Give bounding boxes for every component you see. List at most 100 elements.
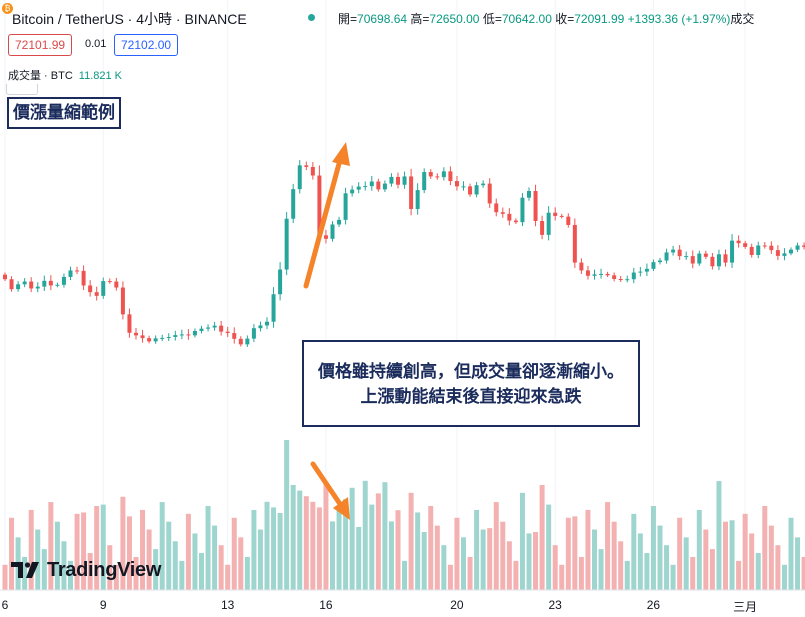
candle-body: [566, 216, 571, 225]
candle-body: [710, 256, 715, 267]
candle-body: [114, 281, 119, 288]
volume-bar: [703, 529, 709, 590]
volume-bar: [467, 556, 473, 590]
volume-bar: [323, 482, 329, 590]
candle-body: [88, 285, 93, 293]
candle-body: [775, 250, 780, 256]
volume-bar: [68, 560, 73, 590]
candle-body: [579, 262, 584, 271]
candle-body: [684, 256, 689, 258]
candle-body: [500, 212, 505, 214]
tradingview-logo: TradingView: [11, 557, 161, 583]
bitcoin-icon[interactable]: ₿: [2, 3, 13, 14]
candle-body: [68, 270, 73, 277]
price-up-arrow-shaft: [303, 157, 343, 289]
volume-bar: [310, 501, 316, 590]
high-value: 72650.00: [429, 12, 480, 26]
volume-bar: [349, 487, 355, 590]
volume-bar: [126, 516, 132, 590]
volume-bar: [81, 512, 87, 590]
volume-bar: [402, 560, 408, 590]
volume-bar: [146, 529, 152, 590]
volume-bar: [428, 506, 434, 590]
candle-body: [658, 260, 662, 263]
candle-body: [389, 176, 394, 184]
volume-bar: [624, 560, 630, 590]
buy-price-button[interactable]: 72102.00: [114, 34, 179, 56]
volume-bar: [552, 545, 558, 590]
volume-bar: [696, 509, 702, 590]
volume-bar: [775, 545, 781, 590]
candle-body: [749, 246, 754, 255]
candle-body: [323, 235, 328, 239]
low-key: 低=: [479, 12, 502, 26]
candle-body: [599, 273, 604, 275]
candle-body: [297, 165, 302, 190]
candle-body: [625, 279, 630, 281]
candle-body: [572, 224, 577, 263]
candle-body: [671, 249, 676, 253]
candle-body: [553, 212, 558, 216]
volume-legend: 成交量 · BTC 11.821 K: [8, 67, 122, 83]
volume-down-arrow-shaft: [310, 461, 343, 507]
sell-price-button[interactable]: 72101.99: [8, 34, 73, 56]
market-status-dot: [308, 14, 315, 21]
volume-bar: [618, 541, 624, 590]
volume-bar: [683, 537, 689, 590]
candle-body: [559, 215, 564, 217]
legend-collapse-button[interactable]: [6, 84, 38, 95]
candle-body: [245, 338, 250, 345]
volume-bar: [723, 521, 728, 590]
candle-body: [618, 278, 623, 280]
volume-bar: [506, 541, 512, 590]
volume-bar: [716, 481, 722, 590]
chart-title: 價漲量縮範例: [7, 97, 121, 129]
candle-body: [186, 334, 191, 336]
candle-body: [29, 281, 34, 289]
volume-bar: [480, 529, 486, 590]
tradingview-name: TradingView: [47, 558, 162, 581]
candle-body: [651, 262, 656, 269]
candle-body: [415, 190, 420, 210]
candle-body: [120, 287, 125, 315]
candle-body: [107, 281, 112, 283]
volume-bar: [264, 501, 270, 590]
volume-bar: [709, 549, 715, 590]
symbol-title[interactable]: Bitcoin / TetherUS · 4小時 · BINANCE: [12, 11, 247, 27]
volume-bar: [768, 525, 774, 590]
volume-bar: [35, 529, 41, 590]
open-value: 70698.64: [357, 12, 408, 26]
volume-bar: [199, 553, 204, 590]
candle-body: [454, 181, 459, 187]
volume-bar: [231, 517, 237, 590]
volume-bar: [611, 521, 617, 590]
candle-body: [677, 249, 682, 257]
volume-bar: [218, 545, 224, 590]
x-tick-label: 26: [646, 598, 661, 612]
candle-body: [716, 254, 721, 267]
candle-body: [664, 252, 669, 261]
volume-bar: [238, 537, 244, 590]
candles: [3, 160, 805, 347]
volume-value: 11.821 K: [78, 70, 123, 82]
volume-bar: [330, 521, 335, 590]
volume-bar: [650, 506, 656, 590]
volume-bar: [22, 556, 28, 590]
volume-bar: [454, 517, 460, 590]
x-tick-label: 20: [450, 598, 464, 612]
candle-body: [337, 219, 342, 225]
volume-bar: [526, 533, 532, 590]
volume-bar: [107, 545, 113, 590]
volume-bar: [631, 513, 637, 590]
candle-body: [42, 280, 47, 287]
candle-body: [369, 181, 374, 187]
spread-value: 0.01: [85, 38, 107, 50]
volume-bar: [336, 510, 342, 590]
volume-bar: [762, 506, 768, 590]
volume-bar: [297, 490, 303, 590]
candle-body: [134, 332, 138, 336]
volume-bar: [637, 533, 643, 590]
volume-bar: [441, 545, 447, 590]
volume-bar: [362, 480, 368, 590]
volume-label: 成交量 · BTC: [8, 70, 73, 82]
